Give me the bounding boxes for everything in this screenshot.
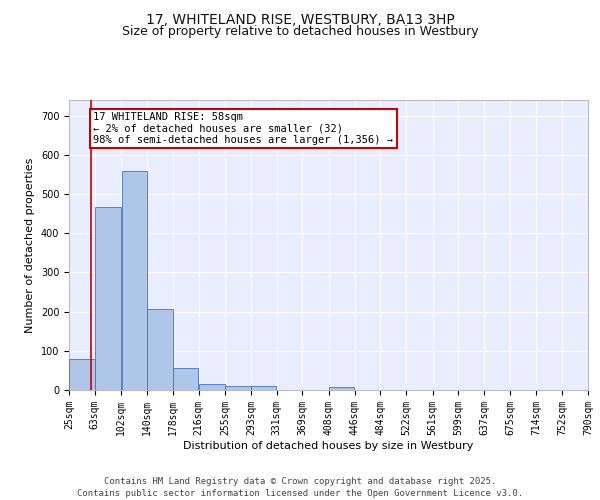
Text: 17, WHITELAND RISE, WESTBURY, BA13 3HP: 17, WHITELAND RISE, WESTBURY, BA13 3HP [146,12,454,26]
Text: Size of property relative to detached houses in Westbury: Size of property relative to detached ho… [122,25,478,38]
Bar [226,386,251,390]
Bar [199,384,225,390]
Bar [329,388,355,390]
Text: 17 WHITELAND RISE: 58sqm
← 2% of detached houses are smaller (32)
98% of semi-de: 17 WHITELAND RISE: 58sqm ← 2% of detache… [94,112,394,145]
Y-axis label: Number of detached properties: Number of detached properties [25,158,35,332]
Bar [251,386,277,390]
Text: Contains HM Land Registry data © Crown copyright and database right 2025.
Contai: Contains HM Land Registry data © Crown c… [77,476,523,498]
Bar [147,309,173,390]
X-axis label: Distribution of detached houses by size in Westbury: Distribution of detached houses by size … [184,440,473,450]
Bar [173,368,199,390]
Bar [95,207,121,390]
Bar [122,170,147,390]
Bar [69,360,95,390]
